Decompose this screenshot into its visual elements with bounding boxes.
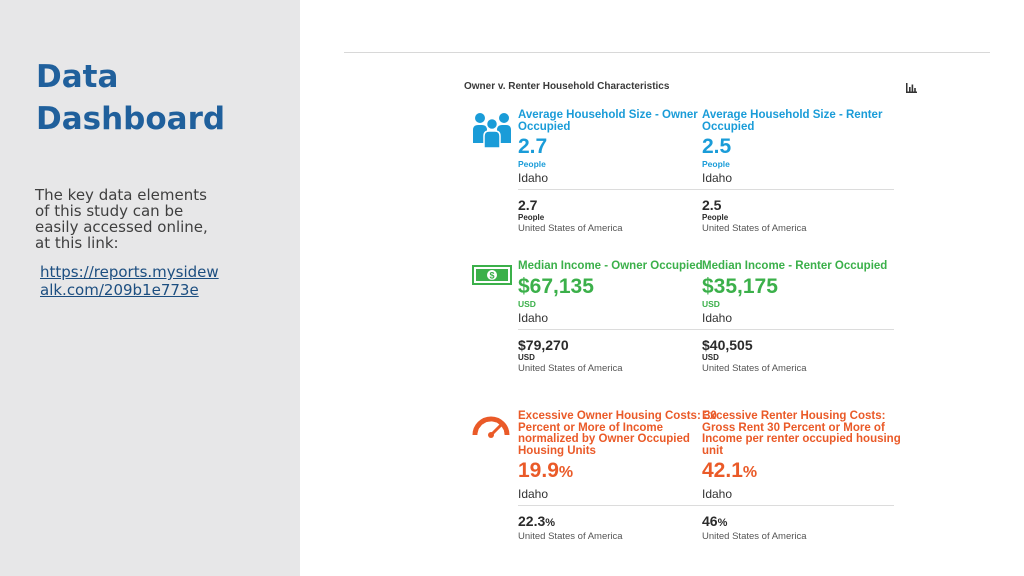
metric-divider	[518, 189, 710, 190]
comparison-unit: USD	[702, 352, 719, 362]
metric-number: 19.9	[518, 459, 559, 482]
percent-sign: %	[558, 464, 574, 481]
metric-median-income-renter: Median Income - Renter Occupied $35,175 …	[702, 260, 908, 375]
metric-geography: Idaho	[702, 310, 733, 325]
comparison-unit: People	[702, 213, 729, 222]
comparison-geography: United States of America	[702, 362, 807, 374]
comparison-value: $40,505	[702, 336, 753, 353]
gauge-icon	[472, 416, 510, 438]
metric-value: 19.9%	[518, 459, 724, 485]
metric-title: Median Income - Renter Occupied	[702, 260, 888, 272]
metric-unit: People	[702, 159, 730, 169]
metric-value: 42.1%	[702, 459, 908, 485]
metric-geography: Idaho	[518, 487, 549, 501]
svg-text:$: $	[489, 271, 494, 281]
panel-title: Owner v. Renter Household Characteristic…	[464, 81, 670, 92]
metric-title: Average Household Size - Owner Occupied	[518, 109, 698, 133]
dashboard-link[interactable]: https://reports.mysidewalk.com/209b1e773…	[40, 263, 219, 299]
comparison-geography: United States of America	[518, 531, 623, 542]
metric-excessive-owner-costs: Excessive Owner Housing Costs: 30 Percen…	[518, 410, 724, 543]
metric-title: Average Household Size - Renter Occupied	[702, 109, 883, 133]
metric-title: Median Income - Owner Occupied	[518, 260, 703, 272]
metric-value: $67,135	[518, 274, 594, 298]
metric-unit: USD	[518, 298, 536, 309]
metric-unit: People	[518, 159, 546, 169]
metric-value: $35,175	[702, 274, 778, 298]
metric-number: 42.1	[702, 459, 743, 482]
comparison-unit: People	[518, 213, 545, 222]
metric-divider	[518, 328, 710, 330]
metric-household-size-renter: Average Household Size - Renter Occupied…	[702, 109, 908, 235]
people-icon	[473, 113, 511, 149]
comparison-geography: United States of America	[702, 223, 807, 234]
page-title: Data Dashboard	[36, 59, 226, 137]
metric-value: 2.5	[702, 135, 732, 158]
metric-title: Excessive Renter Housing Costs: Gross Re…	[702, 410, 901, 457]
comparison-geography: United States of America	[518, 223, 623, 234]
metric-geography: Idaho	[702, 487, 733, 501]
comparison-geography: United States of America	[518, 362, 623, 374]
comparison-geography: United States of America	[702, 531, 807, 542]
sidebar-description: The key data elements of this study can …	[35, 186, 208, 252]
comparison-number: 22.3	[518, 513, 546, 529]
comparison-value: 46%	[702, 513, 908, 531]
comparison-unit: USD	[518, 352, 535, 362]
metric-geography: Idaho	[702, 171, 733, 185]
comparison-value: 2.5	[702, 197, 722, 213]
metric-divider	[702, 189, 894, 190]
metric-unit: USD	[702, 298, 720, 309]
metric-geography: Idaho	[518, 310, 549, 325]
percent-sign: %	[545, 517, 556, 529]
metric-excessive-renter-costs: Excessive Renter Housing Costs: Gross Re…	[702, 410, 908, 543]
money-icon: $	[472, 265, 512, 285]
metric-title: Excessive Owner Housing Costs: 30 Percen…	[518, 410, 717, 457]
comparison-value: 22.3%	[518, 513, 724, 531]
metric-divider	[702, 505, 894, 506]
comparison-value: $79,270	[518, 336, 569, 353]
metric-median-income-owner: Median Income - Owner Occupied $67,135 U…	[518, 260, 724, 375]
comparison-value: 2.7	[518, 197, 538, 213]
sidebar: Data Dashboard The key data elements of …	[0, 0, 300, 576]
percent-sign: %	[717, 517, 728, 529]
bar-chart-icon[interactable]	[906, 83, 917, 93]
comparison-number: 46	[702, 513, 718, 529]
metric-household-size-owner: Average Household Size - Owner Occupied …	[518, 109, 724, 235]
metric-divider	[518, 505, 710, 506]
percent-sign: %	[742, 464, 758, 481]
metric-value: 2.7	[518, 135, 548, 158]
top-divider	[344, 52, 990, 53]
metric-geography: Idaho	[518, 171, 549, 185]
metric-divider	[702, 328, 894, 330]
